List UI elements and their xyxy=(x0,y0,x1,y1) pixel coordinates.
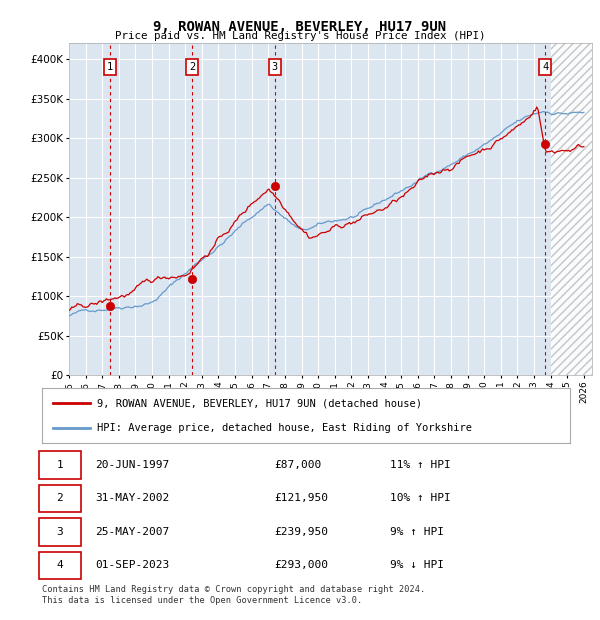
Text: 9, ROWAN AVENUE, BEVERLEY, HU17 9UN (detached house): 9, ROWAN AVENUE, BEVERLEY, HU17 9UN (det… xyxy=(97,398,422,408)
Text: 2: 2 xyxy=(56,494,64,503)
Text: 01-SEP-2023: 01-SEP-2023 xyxy=(95,560,169,570)
Text: 31-MAY-2002: 31-MAY-2002 xyxy=(95,494,169,503)
FancyBboxPatch shape xyxy=(40,485,80,512)
Text: 25-MAY-2007: 25-MAY-2007 xyxy=(95,527,169,537)
Text: 3: 3 xyxy=(56,527,64,537)
Text: 3: 3 xyxy=(272,62,278,72)
FancyBboxPatch shape xyxy=(40,451,80,479)
Text: Price paid vs. HM Land Registry's House Price Index (HPI): Price paid vs. HM Land Registry's House … xyxy=(115,31,485,41)
Text: Contains HM Land Registry data © Crown copyright and database right 2024.
This d: Contains HM Land Registry data © Crown c… xyxy=(42,585,425,604)
Bar xyxy=(551,43,592,375)
Text: £239,950: £239,950 xyxy=(274,527,328,537)
Text: 20-JUN-1997: 20-JUN-1997 xyxy=(95,460,169,470)
Text: 9% ↑ HPI: 9% ↑ HPI xyxy=(391,527,445,537)
FancyBboxPatch shape xyxy=(40,552,80,579)
Text: 2: 2 xyxy=(189,62,195,72)
Text: HPI: Average price, detached house, East Riding of Yorkshire: HPI: Average price, detached house, East… xyxy=(97,423,472,433)
Text: 4: 4 xyxy=(56,560,64,570)
FancyBboxPatch shape xyxy=(40,518,80,546)
Text: £121,950: £121,950 xyxy=(274,494,328,503)
Text: 4: 4 xyxy=(542,62,548,72)
Text: £293,000: £293,000 xyxy=(274,560,328,570)
Text: 11% ↑ HPI: 11% ↑ HPI xyxy=(391,460,451,470)
Text: 10% ↑ HPI: 10% ↑ HPI xyxy=(391,494,451,503)
Text: 1: 1 xyxy=(56,460,64,470)
Text: 9% ↓ HPI: 9% ↓ HPI xyxy=(391,560,445,570)
Text: 1: 1 xyxy=(107,62,113,72)
Text: £87,000: £87,000 xyxy=(274,460,322,470)
Text: 9, ROWAN AVENUE, BEVERLEY, HU17 9UN: 9, ROWAN AVENUE, BEVERLEY, HU17 9UN xyxy=(154,20,446,34)
